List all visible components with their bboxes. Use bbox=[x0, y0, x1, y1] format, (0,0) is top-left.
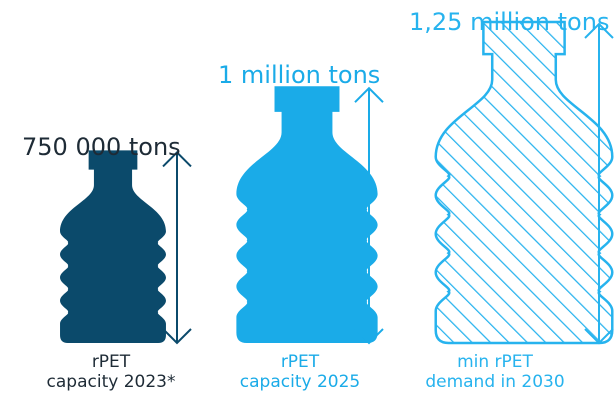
value-label-2023: 750 000 tons bbox=[22, 133, 181, 161]
category-label-line: min rPET bbox=[457, 352, 533, 372]
category-label-line: capacity 2023* bbox=[46, 372, 176, 392]
height-arrow bbox=[584, 22, 614, 345]
value-label-2030: 1,25 million tons bbox=[409, 8, 610, 36]
bottle-icon bbox=[236, 86, 378, 343]
height-arrow bbox=[162, 150, 192, 345]
category-label-2023: rPET capacity 2023* bbox=[21, 352, 201, 392]
category-label-line: demand in 2030 bbox=[425, 372, 565, 392]
category-label-2030: min rPET demand in 2030 bbox=[405, 352, 585, 392]
category-label-line: capacity 2025 bbox=[239, 372, 361, 392]
category-label-line: rPET bbox=[91, 352, 131, 372]
value-label-2025: 1 million tons bbox=[218, 61, 381, 89]
bottle-icon bbox=[60, 150, 166, 343]
category-label-2025: rPET capacity 2025 bbox=[210, 352, 390, 392]
height-arrow bbox=[354, 86, 384, 345]
bottle-icon bbox=[434, 20, 614, 345]
category-label-line: rPET bbox=[280, 352, 320, 372]
